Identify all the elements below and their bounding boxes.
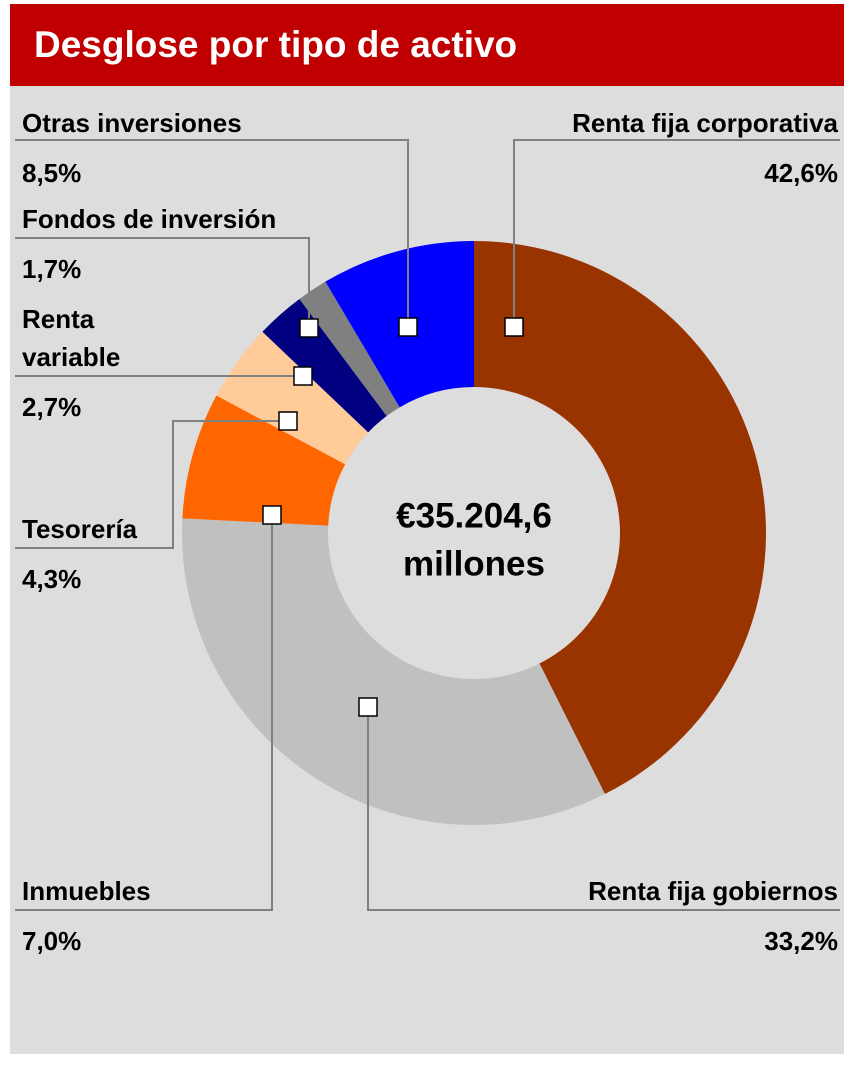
center-amount: €35.204,6 — [396, 496, 552, 535]
value-label: 4,3% — [22, 564, 82, 594]
donut-segment — [262, 298, 387, 433]
label-marker — [504, 317, 524, 337]
donut-segment — [216, 331, 369, 465]
category-label: Fondos de inversión — [22, 204, 277, 234]
value-label: 7,0% — [22, 926, 82, 956]
category-label: Inmuebles — [22, 876, 151, 906]
category-label: Renta variable — [22, 304, 121, 372]
value-label: 8,5% — [22, 158, 82, 188]
leader-line — [367, 707, 840, 911]
donut-segment — [181, 518, 605, 826]
chart-title: Desglose por tipo de activo — [10, 4, 844, 86]
category-label: Otras inversiones — [22, 108, 242, 138]
value-label: 1,7% — [22, 254, 82, 284]
donut-segment — [182, 395, 346, 526]
center-unit: millones — [403, 544, 545, 583]
label-marker — [293, 366, 313, 386]
label-marker — [358, 697, 378, 717]
value-label: 2,7% — [22, 392, 82, 422]
category-label: Renta fija corporativa — [572, 108, 838, 138]
value-label: 33,2% — [764, 926, 838, 956]
label-marker — [299, 318, 319, 338]
leader-line — [15, 237, 310, 328]
donut-segment — [474, 241, 767, 795]
category-label: Tesorería — [22, 514, 138, 544]
leader-line — [15, 139, 409, 327]
donut-segment — [299, 281, 400, 416]
leader-line — [15, 515, 273, 911]
leader-line — [15, 420, 288, 549]
category-label: Renta fija gobiernos — [588, 876, 838, 906]
leader-line — [513, 139, 840, 327]
label-marker — [398, 317, 418, 337]
label-marker — [278, 411, 298, 431]
value-label: 42,6% — [764, 158, 838, 188]
label-marker — [262, 505, 282, 525]
